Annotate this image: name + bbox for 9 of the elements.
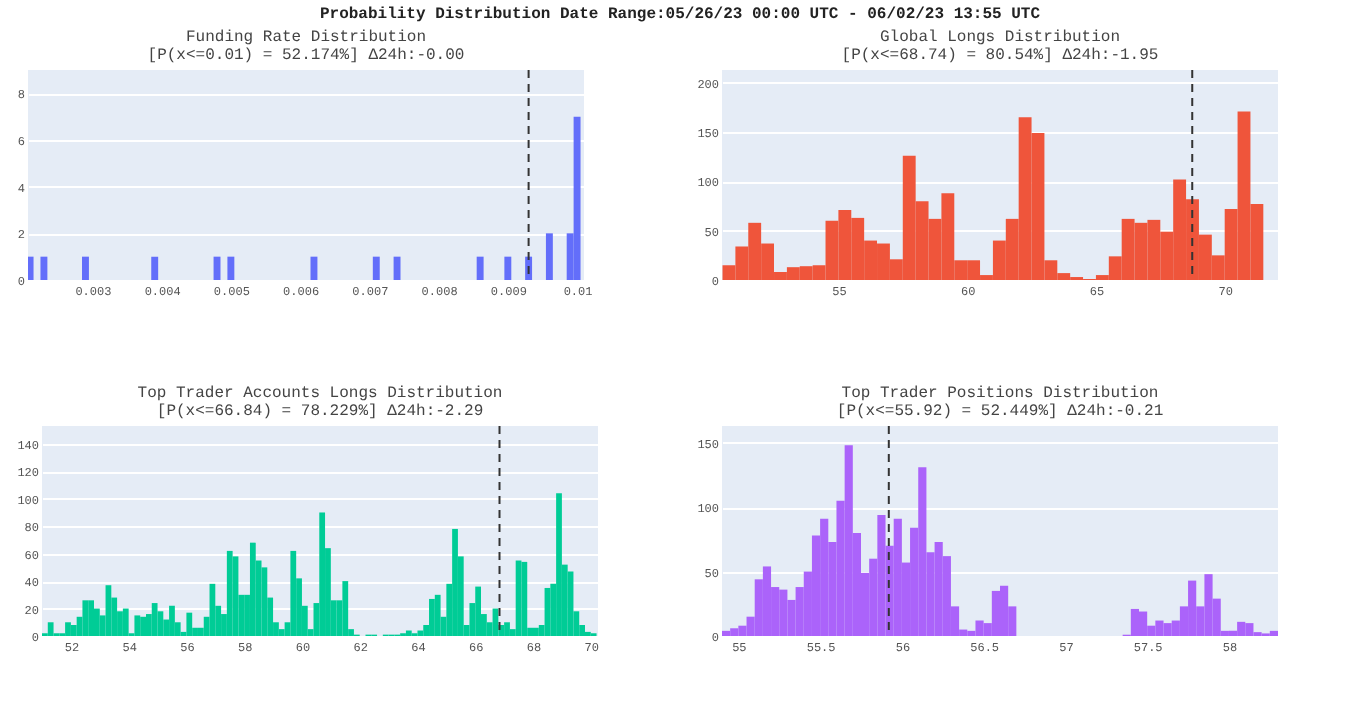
chart-subtitle: [P(x<=68.74) = 80.54%] Δ24h:-1.95 xyxy=(841,47,1159,65)
chart-subtitle: [P(x<=66.84) = 78.229%] Δ24h:-2.29 xyxy=(156,403,484,421)
chart-subtitle: [P(x<=55.92) = 52.449%] Δ24h:-0.21 xyxy=(836,403,1164,421)
chart-title: Funding Rate Distribution xyxy=(185,29,427,47)
chart-title: Global Longs Distribution xyxy=(879,29,1121,47)
chart-title: Top Trader Accounts Longs Distribution xyxy=(137,385,503,403)
chart-subtitle: [P(x<=0.01) = 52.174%] Δ24h:-0.00 xyxy=(147,47,465,65)
text: Probability Distribution Date Range:05/26/23 00:00 UTC - 06/02/23 13:55 UTC xyxy=(317,6,1043,24)
chart-title: Top Trader Positions Distribution xyxy=(841,385,1159,403)
